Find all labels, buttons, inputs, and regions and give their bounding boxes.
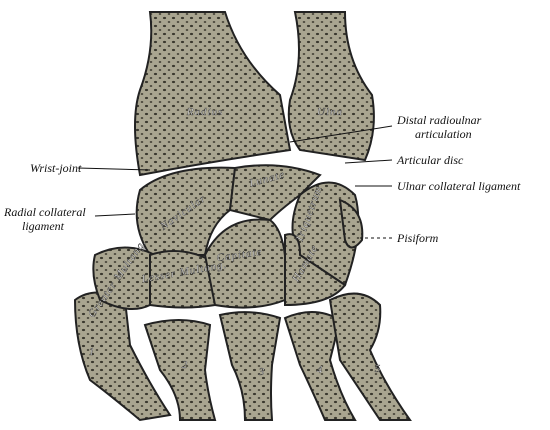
bone-label: Ulna [317,106,343,118]
callout-label: Radial collateral [3,205,86,219]
bone-label: 5 [375,363,382,375]
callout-label: Articular disc [396,153,464,167]
bone-label: 1 [89,346,96,358]
callout-label: Pisiform [396,231,439,245]
callout-label: Ulnar collateral ligament [397,179,521,193]
bone-label: Radius [186,106,224,118]
bones-drawing [73,11,412,422]
callout-label: Wrist-joint [30,161,82,175]
bone-label: 4 [317,364,324,376]
leaders [77,125,393,239]
callout-label: ligament [22,219,65,233]
bone-label: 3 [258,366,266,378]
bone-label: 2 [182,359,189,371]
callout-label: Distal radioulnar [396,113,482,127]
callout-label: articulation [415,127,472,141]
